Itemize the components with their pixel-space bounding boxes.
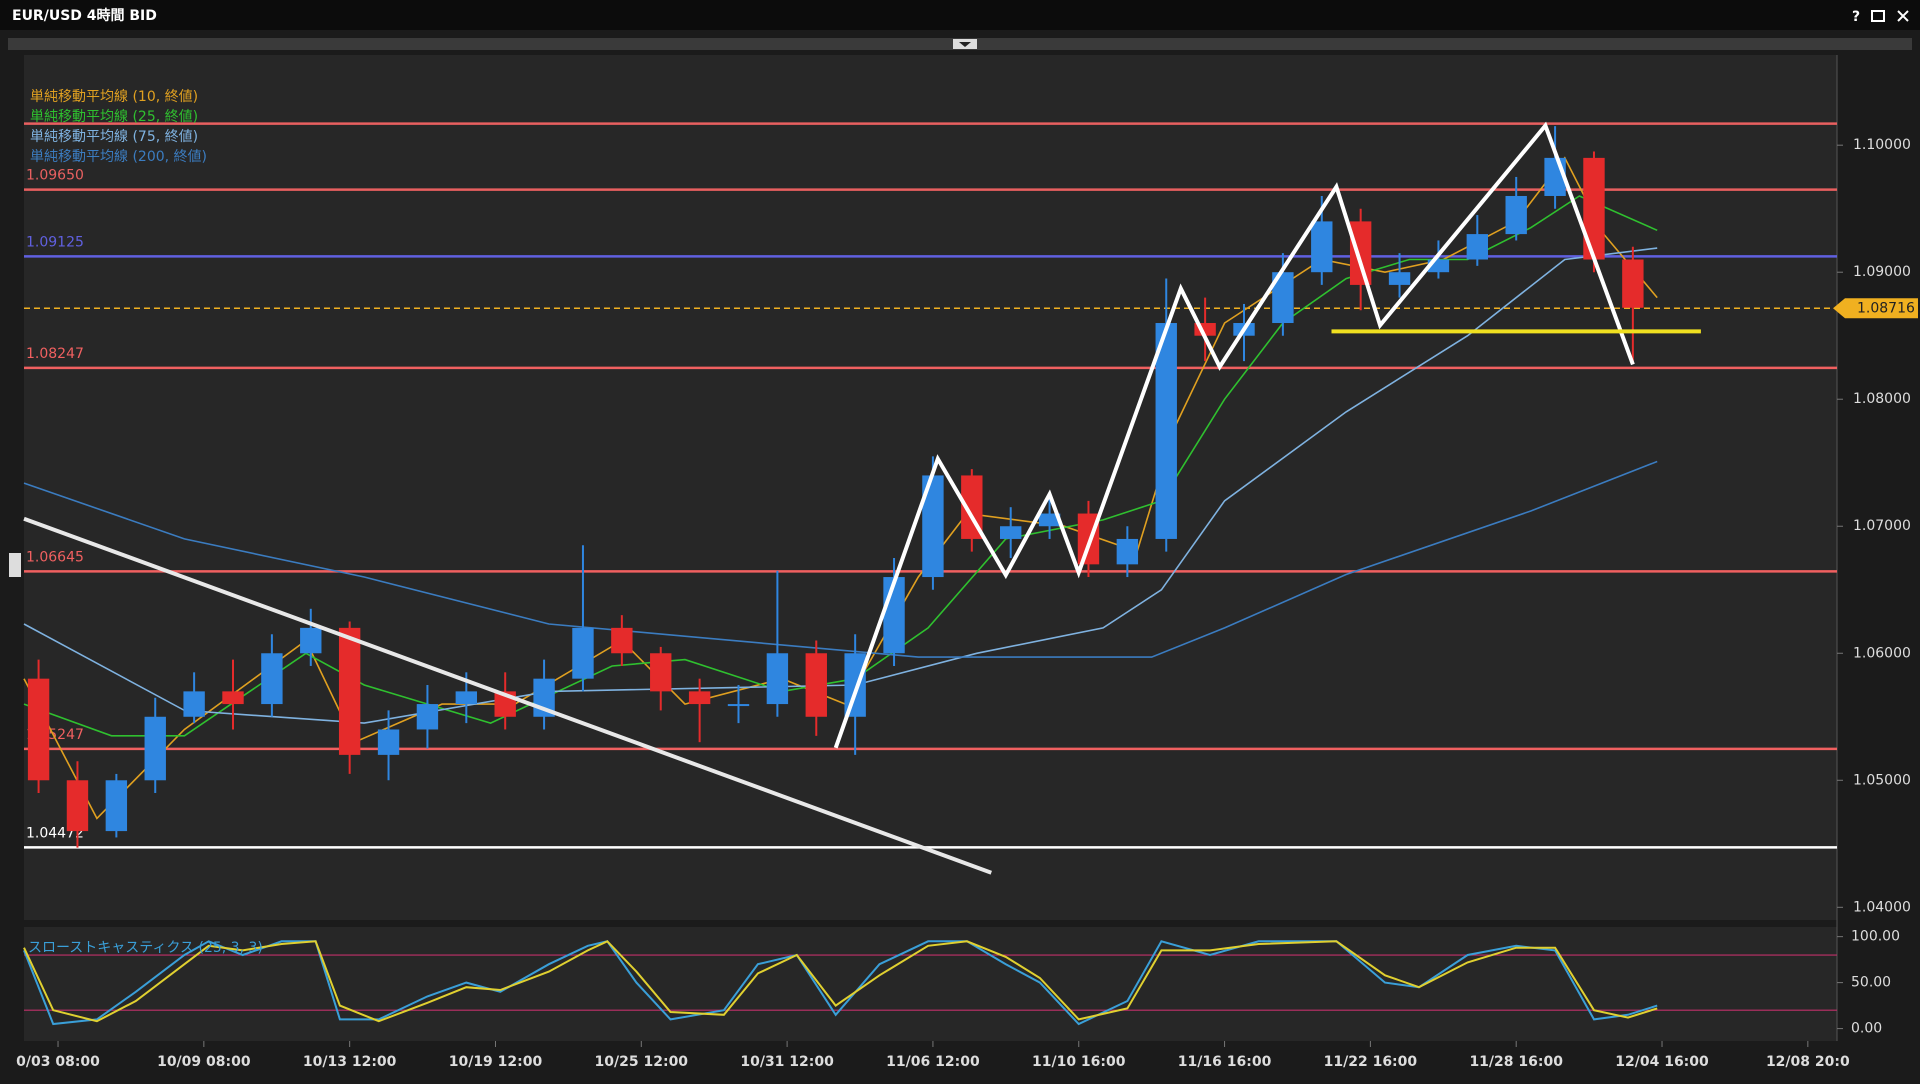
candle-body [922,475,944,578]
candle-body [1388,272,1411,285]
candle-body [338,627,361,755]
x-tick-label: 10/13 12:00 [303,1054,397,1070]
help-button[interactable]: ? [1852,9,1860,25]
x-tick-label: 11/06 12:00 [886,1054,980,1070]
candle-body [183,691,205,717]
legend-entry: 単純移動平均線 (200, 終値) [30,149,207,165]
level-label: 1.06645 [26,549,84,565]
drawn-line [23,516,992,875]
candle-body [1505,195,1527,235]
stoch-plot [24,927,1837,1041]
y-tick-label: 1.10000 [1853,137,1911,153]
x-tick-label: 12/04 16:00 [1615,1054,1709,1070]
y-tick-label: 1.06000 [1853,645,1911,661]
x-tick-label: 10/09 08:00 [157,1054,251,1070]
y-tick-label: 1.05000 [1853,772,1911,788]
level-label: 1.09650 [26,168,84,184]
candle-body [300,627,322,654]
moving-average-line [23,460,1658,658]
y-tick-label: 0.00 [1851,1021,1882,1037]
candle-body [766,653,789,705]
candle-body [222,691,244,705]
candle-body [1622,259,1644,308]
candle-body [66,780,89,832]
side-tab[interactable] [9,553,21,577]
y-tick-label: 50.00 [1851,975,1891,991]
x-tick-label: 11/16 16:00 [1178,1054,1272,1070]
legend-entry: 単純移動平均線 (75, 終値) [30,129,198,145]
candle-body [611,627,633,654]
candle-body [572,627,594,679]
y-tick-label: 100.00 [1851,929,1900,945]
x-tick-label: 11/28 16:00 [1469,1054,1563,1070]
x-tick-label: 0/03 08:00 [16,1054,100,1070]
candle-body [1155,323,1177,539]
x-tick-label: 10/25 12:00 [595,1054,689,1070]
x-tick-label: 10/19 12:00 [449,1054,543,1070]
candle-body [105,780,128,832]
candle-body [1311,221,1333,273]
current-price-label: 1.08716 [1857,300,1915,316]
x-tick-label: 11/10 16:00 [1032,1054,1126,1070]
candle-body [688,691,711,705]
candle-body [1038,513,1061,527]
legend-entry: 単純移動平均線 (10, 終値) [30,89,198,105]
y-tick-label: 1.07000 [1853,518,1911,534]
y-tick-label: 1.08000 [1853,391,1911,407]
candle-body [727,704,750,707]
y-tick-label: 1.04000 [1853,899,1911,915]
x-tick-label: 10/31 12:00 [740,1054,834,1070]
candle-body [27,678,50,781]
candle-body [455,691,478,705]
candle-body [650,653,672,692]
candle-body [1000,526,1022,539]
level-label: 1.08247 [26,346,84,362]
stoch-line [23,940,1658,1026]
y-tick-label: 1.09000 [1853,264,1911,280]
stoch-line [23,940,1658,1023]
current-price-tag [1833,298,1918,319]
candle-body [1116,538,1139,565]
candle-body [377,729,400,755]
collapse-icon [959,42,971,47]
candle-body [416,704,439,730]
candle-body [144,716,166,781]
x-tick-label: 11/22 16:00 [1324,1054,1418,1070]
window-title: EUR/USD 4時間 BID [12,7,157,24]
candle-body [844,653,866,717]
maximize-button[interactable] [1871,10,1885,22]
candle-body [805,653,827,717]
candle-body [1349,221,1372,285]
x-tick-label: 12/08 20:0 [1766,1054,1850,1070]
close-button[interactable] [1897,10,1909,22]
legend-entry: 単純移動平均線 (25, 終値) [30,109,198,125]
candle-body [1466,234,1489,260]
level-label: 1.09125 [26,234,84,250]
title-bar [0,0,1920,30]
candle-body [261,653,283,705]
candle-body [1272,272,1294,324]
moving-average-line [23,247,1658,724]
drawn-line [833,121,1635,749]
stoch-title: スローストキャスティクス (25, 3, 3) [28,940,263,956]
candle-body [1583,157,1605,260]
